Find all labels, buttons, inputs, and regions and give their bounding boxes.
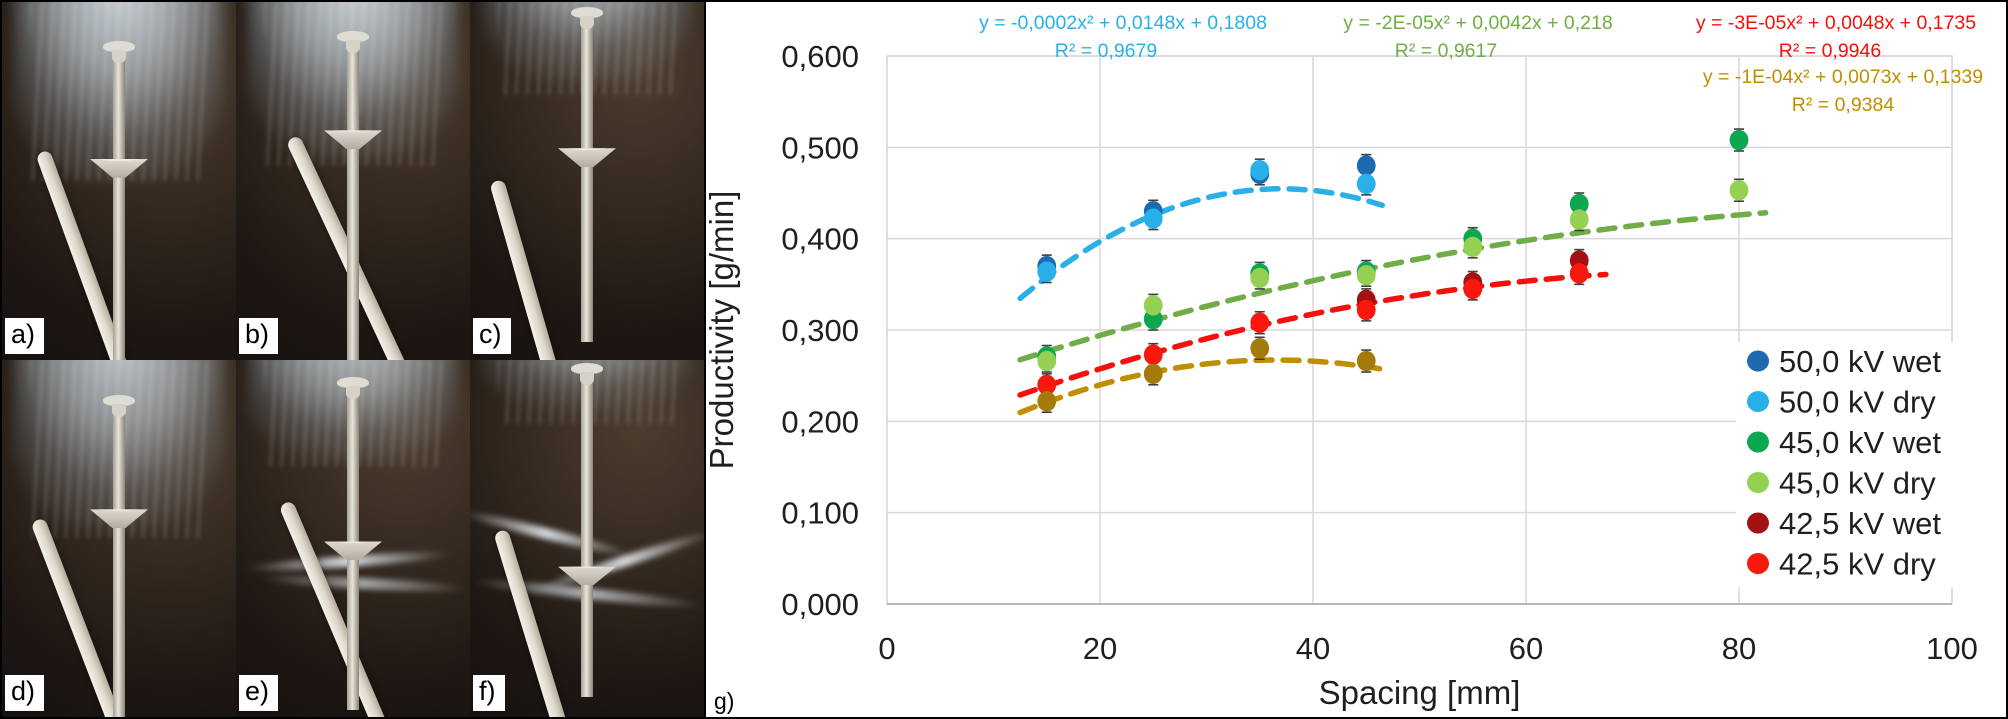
y-tick-label: 0,500 [781,130,859,165]
trendline-equation: y = -0,0002x² + 0,0148x + 0,1808 [979,12,1267,34]
legend-label: 42,5 kV dry [1779,547,1936,582]
x-tick-label: 100 [1926,631,1978,666]
x-tick-label: 40 [1296,631,1330,666]
data-point [1037,391,1057,412]
data-point [1143,344,1163,365]
trendline-r2: R² = 0,9384 [1792,94,1895,116]
electrode-cap [337,30,369,53]
photo-e: e) [236,359,470,717]
legend-swatch [1747,391,1769,412]
y-tick-label: 0,300 [781,313,859,348]
legend-label: 45,0 kV dry [1779,466,1936,501]
photo-b: b) [236,2,470,360]
photo-c: c) [470,2,704,360]
data-point [1569,209,1589,230]
trendline [1017,210,1769,363]
x-axis-title: Spacing [mm] [1319,674,1521,711]
trendline [1017,271,1609,398]
electrode-disc [558,148,616,167]
data-point [1356,173,1376,195]
data-point [1569,263,1589,284]
photo-label: b) [239,317,279,354]
trendline-equation: y = -2E-05x² + 0,0042x + 0,218 [1343,12,1612,34]
electrode-cap [337,377,369,400]
productivity-chart: 0 20 40 60 80 100 0,000 0,100 0,200 0,300 0,400 0,5… [706,12,1983,711]
electrode-cap [571,7,603,30]
data-point [1463,236,1483,258]
data-point [1356,155,1376,176]
electrode-rod [347,34,359,360]
x-tick-label: 20 [1083,631,1117,666]
data-point [1729,180,1749,201]
x-tick-label: 0 [878,631,895,666]
photo-grid: a) b) c) d) [2,2,704,717]
y-tick-label: 0,000 [781,587,859,622]
data-point [1356,265,1376,286]
legend-label: 50,0 kV dry [1779,385,1936,420]
data-point [1463,278,1483,300]
data-point [1356,350,1376,372]
data-point [1037,261,1057,282]
data-point [1569,193,1589,215]
photo-label: e) [239,675,279,711]
electrode-cap [103,395,135,418]
trendline-r2: R² = 0,9946 [1779,40,1881,62]
electrode-cap [103,41,135,64]
data-point [1143,208,1163,229]
photo-a: a) [2,2,236,360]
fiber-wisp [259,572,470,595]
legend-swatch [1747,512,1769,534]
data-point [1143,295,1163,316]
electrode-rod [113,398,125,717]
data-point [1250,267,1270,289]
photo-label: c) [473,317,511,354]
photo-label: a) [5,317,45,354]
y-tick-label: 0,200 [781,404,859,439]
legend-label: 42,5 kV wet [1779,506,1941,541]
trendline [1017,186,1385,302]
data-point [1250,338,1270,359]
cable [278,499,394,717]
trendline [1017,357,1385,416]
y-tick-label: 0,100 [781,496,859,531]
data-point [1037,350,1057,372]
legend-swatch [1747,553,1769,574]
trendline-equation: y = -1E-04x² + 0,0073x + 0,1339 [1703,66,1983,88]
legend-label: 45,0 kV wet [1779,425,1941,460]
legend-swatch [1747,350,1769,372]
trendline-r2: R² = 0,9679 [1055,40,1157,62]
x-tick-label: 80 [1722,631,1756,666]
data-point [1037,374,1057,395]
data-point [1250,159,1270,181]
data-point [1250,312,1270,333]
fiber-wisp [470,506,633,560]
photo-d: d) [2,359,236,717]
legend-label: 50,0 kV wet [1779,344,1941,379]
legend-swatch [1747,472,1769,493]
legend-swatch [1747,431,1769,453]
chart-panel: 0 20 40 60 80 100 0,000 0,100 0,200 0,300 0,400 0,5… [704,2,2006,717]
photo-label: d) [5,675,45,711]
cable [493,528,584,717]
electrode-rod [113,44,125,360]
trendline-r2: R² = 0,9617 [1395,40,1497,62]
electrode-rod [581,12,593,342]
y-tick-label: 0,600 [781,39,859,74]
data-point [1729,129,1749,151]
trendline-equation: y = -3E-05x² + 0,0048x + 0,1735 [1696,12,1976,34]
y-axis-title: Productivity [g/min] [706,191,740,470]
photo-label: f) [473,675,505,711]
data-point [1356,299,1376,321]
photo-f: f) [470,359,704,717]
electrode-cap [571,363,603,386]
legend-background [1736,342,1974,587]
y-tick-label: 0,400 [781,222,859,257]
chart-label: g) [714,688,735,714]
x-tick-label: 60 [1509,631,1543,666]
data-point [1143,363,1163,385]
electrode-rod [581,368,593,698]
